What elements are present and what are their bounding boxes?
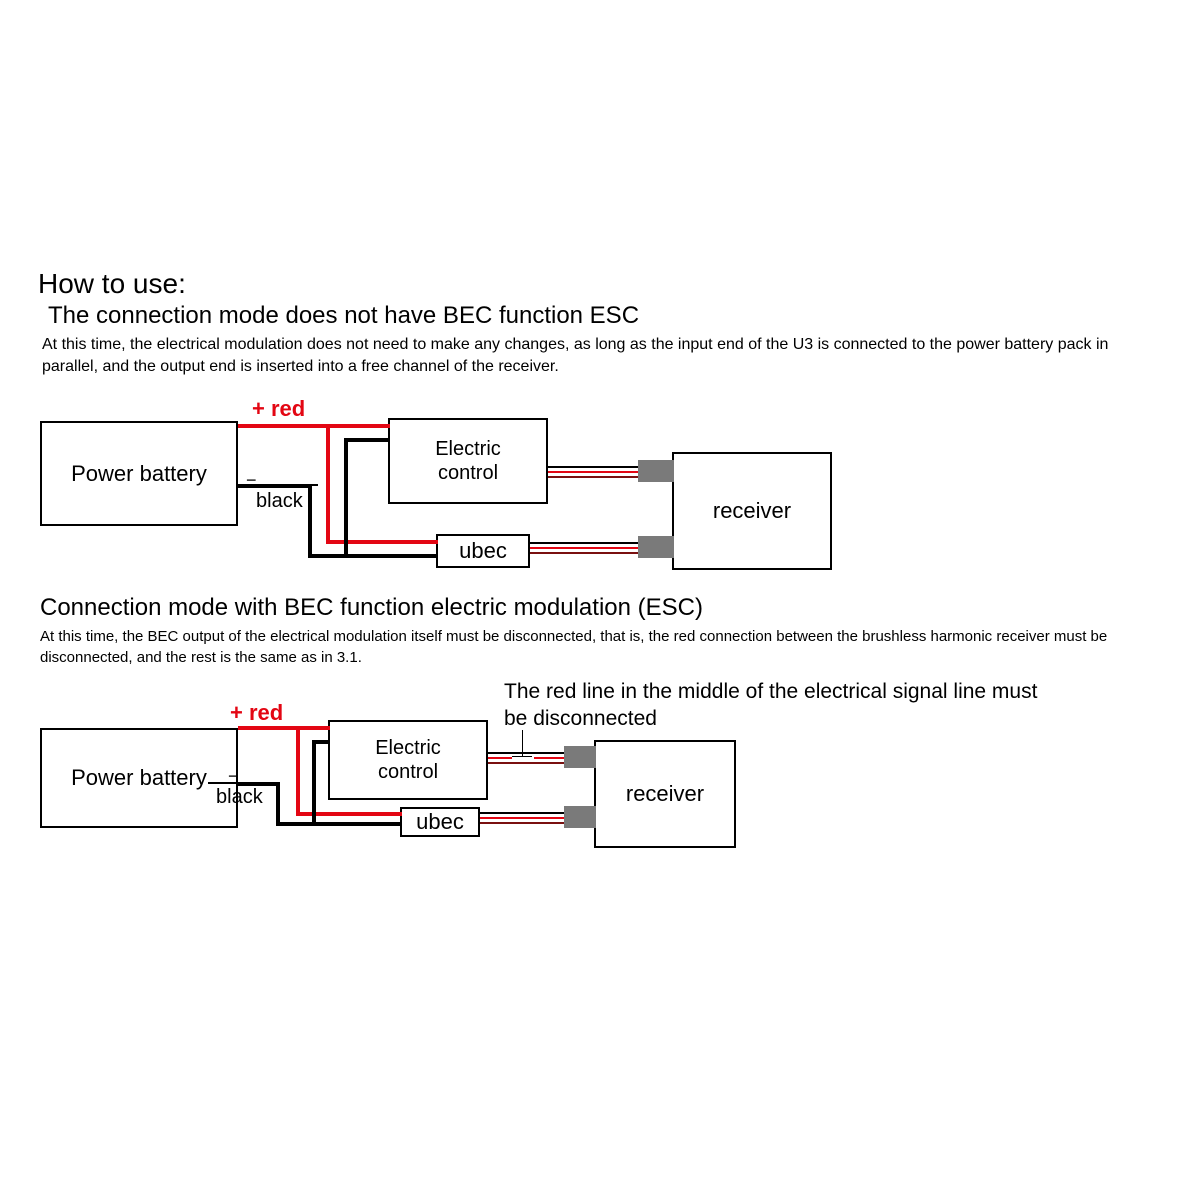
d1-conn1	[638, 460, 674, 482]
diagram-canvas: How to use: The connection mode does not…	[0, 0, 1200, 1200]
d1-sig1-top	[548, 466, 640, 468]
d2-red-v1	[296, 726, 300, 816]
d2-pointer-h	[512, 756, 532, 757]
d2-sig2-top	[480, 812, 566, 814]
d2-black-v0	[276, 782, 280, 826]
d1-black-h2	[344, 438, 390, 442]
d1-electric-control: Electric control	[388, 418, 548, 504]
d1-plus-red: + red	[252, 396, 305, 422]
d2-ec-line2: control	[378, 760, 438, 784]
d1-receiver: receiver	[672, 452, 832, 570]
mode2-body: At this time, the BEC output of the elec…	[40, 626, 1160, 668]
d1-black-v1	[344, 438, 348, 558]
mode2-title: Connection mode with BEC function electr…	[40, 594, 703, 622]
d1-sig2-top	[530, 542, 640, 544]
d2-sig1-top	[488, 752, 566, 754]
d2-plus-red: + red	[230, 700, 283, 726]
d1-black-v0	[308, 484, 312, 558]
d1-black-h0	[238, 484, 312, 488]
d1-ec-line1: Electric	[435, 437, 501, 461]
d2-sig2-mid	[480, 817, 566, 819]
d2-black-h0	[238, 782, 280, 786]
mode2-note: The red line in the middle of the electr…	[504, 678, 1064, 733]
d2-sig1-bot	[488, 762, 566, 764]
d1-red-v1	[326, 424, 330, 544]
mode1-title: The connection mode does not have BEC fu…	[48, 302, 639, 330]
d1-sig1-mid	[548, 471, 640, 473]
d2-ubec: ubec	[400, 807, 480, 837]
d2-electric-control: Electric control	[328, 720, 488, 800]
d1-sig2-mid	[530, 547, 640, 549]
d1-ec-line2: control	[438, 461, 498, 485]
d2-conn2	[564, 806, 596, 828]
d2-sig1-mid-right	[534, 757, 566, 759]
mode1-body: At this time, the electrical modulation …	[42, 334, 1142, 379]
d1-power-battery: Power battery	[40, 421, 238, 526]
d1-conn2	[638, 536, 674, 558]
d2-conn1	[564, 746, 596, 768]
d2-black-label: black	[216, 786, 263, 809]
d2-sig2-bot	[480, 822, 566, 824]
d1-black-label: black	[256, 490, 303, 513]
d1-ubec: ubec	[436, 534, 530, 568]
d1-sig2-bot	[530, 552, 640, 554]
d2-black-h2	[312, 740, 330, 744]
d1-black-h1	[308, 554, 438, 558]
d2-red-h1	[238, 726, 330, 730]
d1-red-h2	[326, 540, 438, 544]
d2-power-battery: Power battery	[40, 728, 238, 828]
d2-sig1-mid-left	[488, 757, 512, 759]
d2-black-h1	[276, 822, 402, 826]
title-how-to-use: How to use:	[38, 268, 186, 300]
d1-sig1-bot	[548, 476, 640, 478]
d2-ec-line1: Electric	[375, 736, 441, 760]
d2-black-v1	[312, 740, 316, 826]
d2-receiver: receiver	[594, 740, 736, 848]
d1-red-h1	[238, 424, 390, 428]
